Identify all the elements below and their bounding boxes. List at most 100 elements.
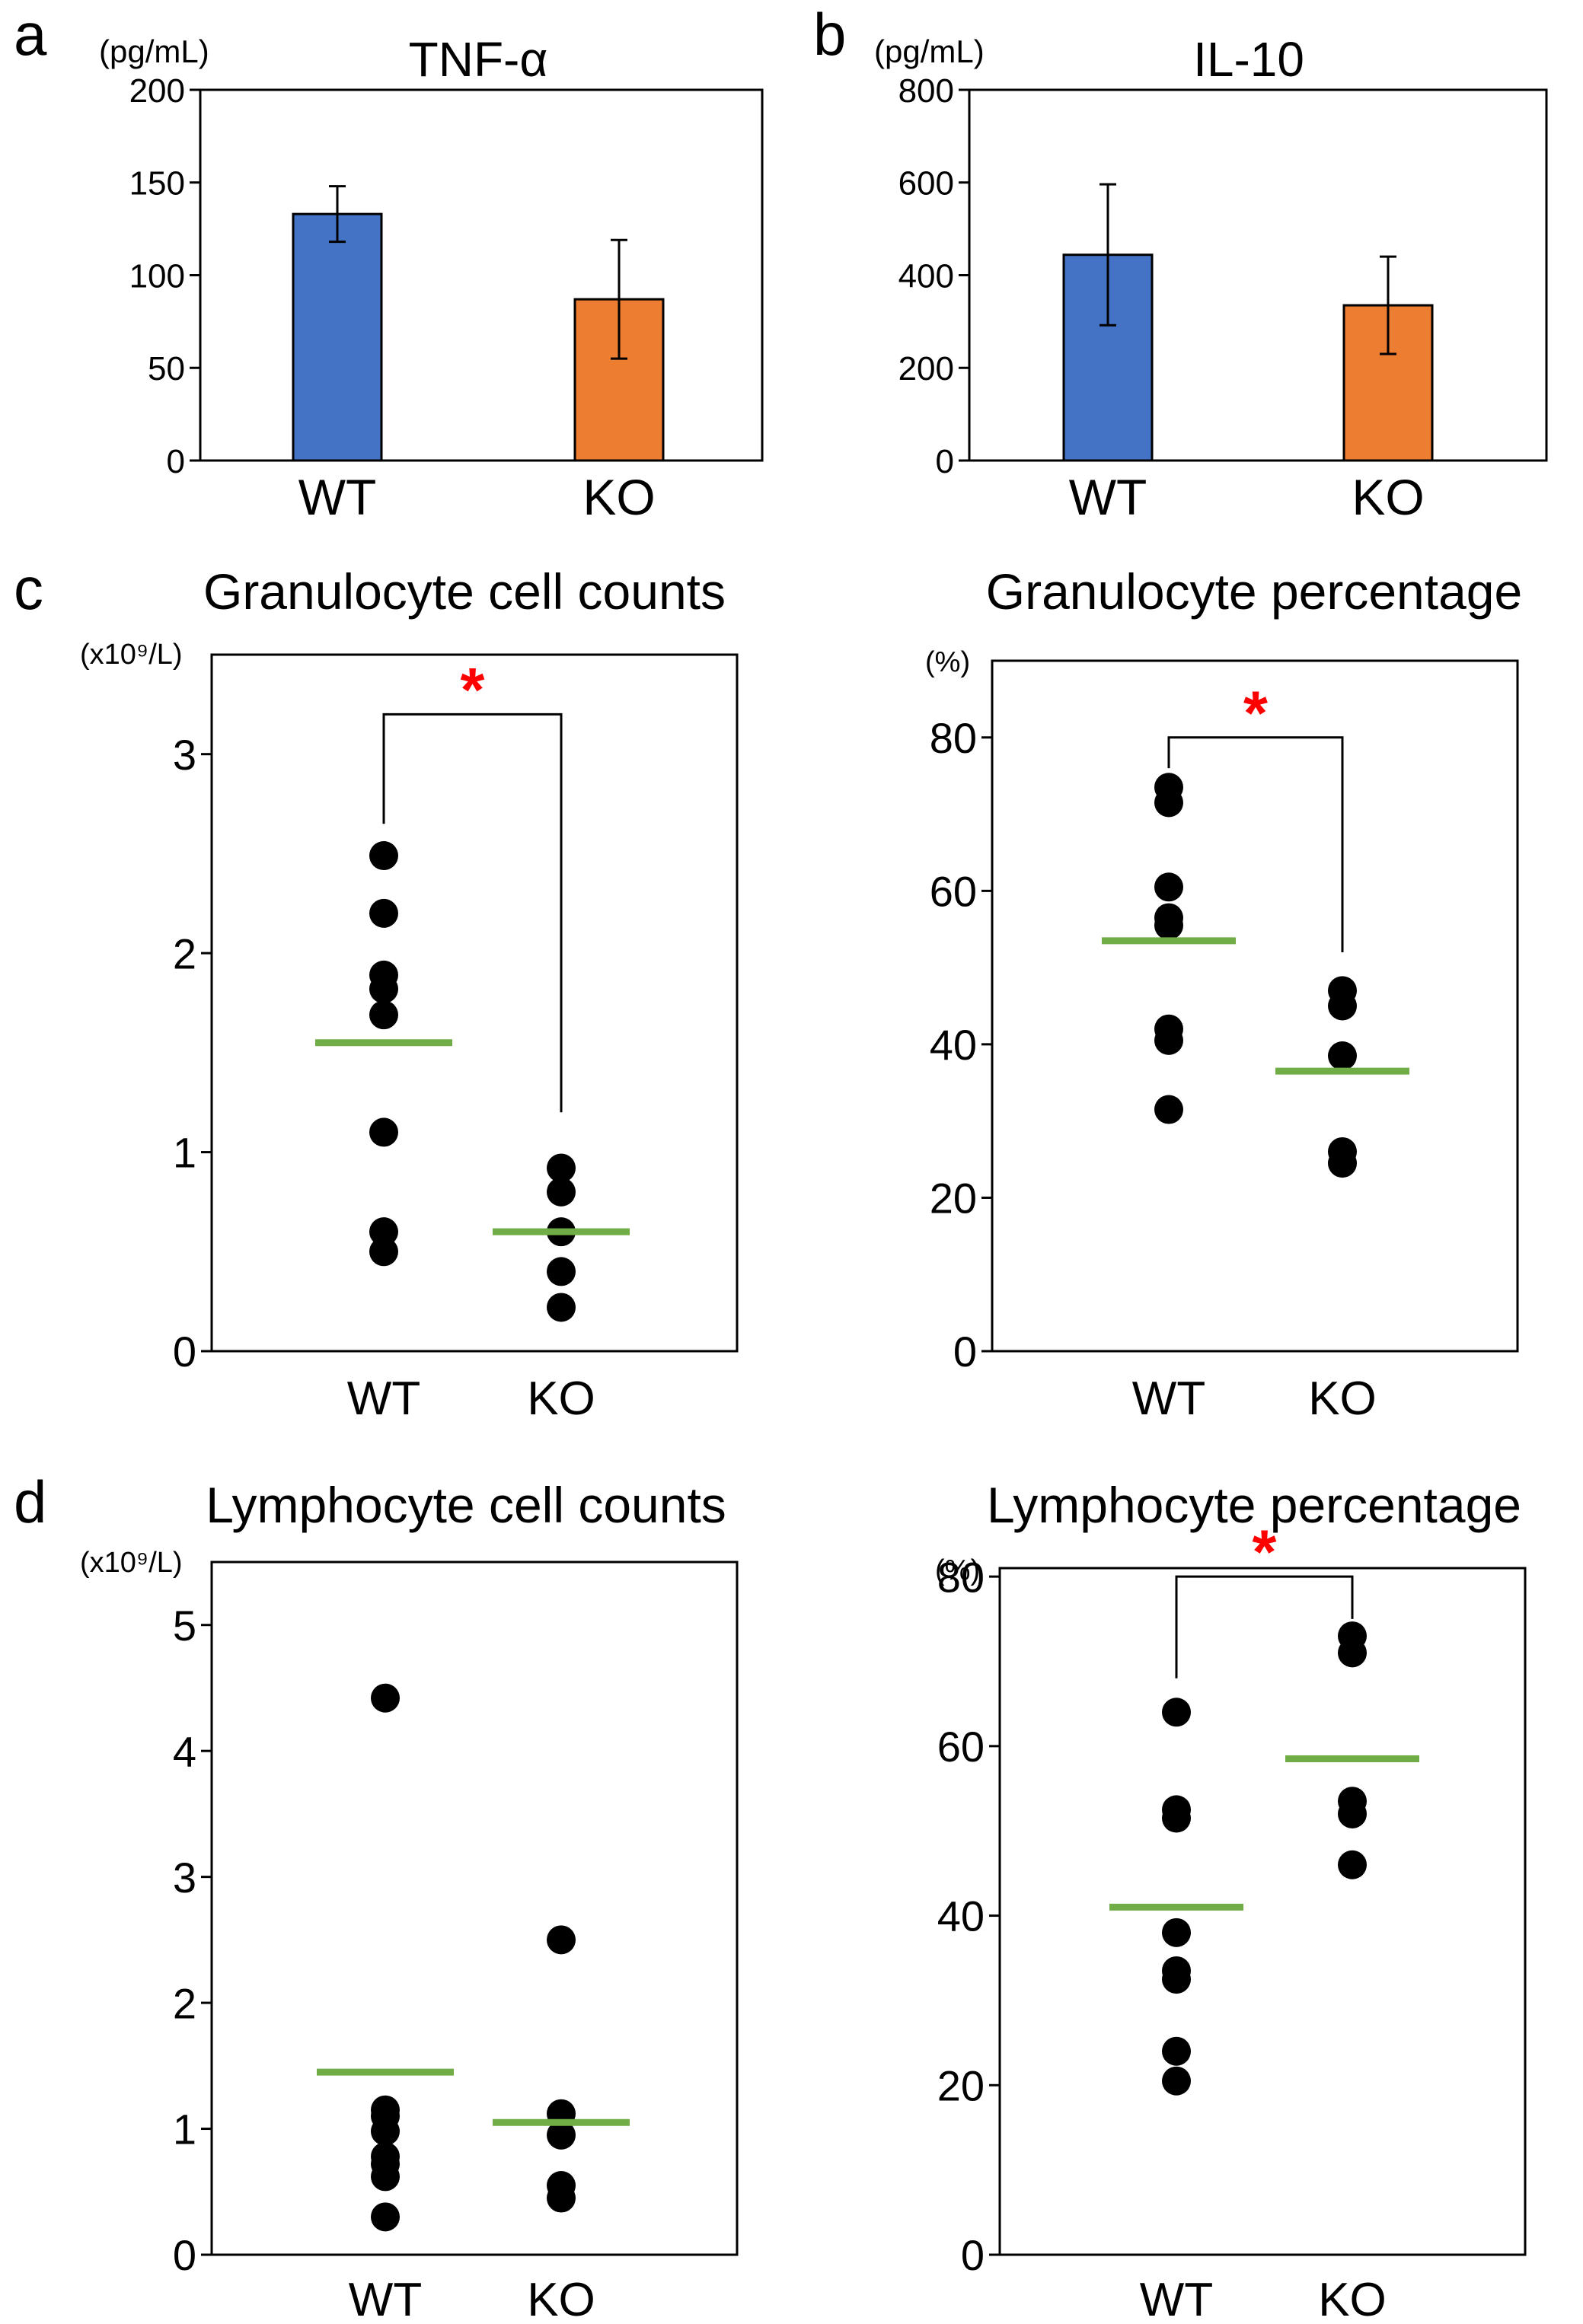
data-point-wt [1162, 1965, 1191, 1994]
data-point-ko [1328, 1041, 1357, 1071]
data-point-wt [369, 841, 398, 871]
data-point-wt [1162, 1918, 1191, 1947]
x-category-label-ko: KO [1352, 469, 1424, 525]
plot-frame [210, 653, 739, 1353]
panel-d-lymphocyte-percentage: Lymphocyte percentage (%) 0 20 40 60 80 WT KO * [935, 1477, 1527, 2324]
data-point-wt [369, 1117, 398, 1147]
plot-frame [991, 659, 1519, 1353]
y-tick-label: 0 [953, 1328, 977, 1376]
y-tick-label: 800 [898, 72, 954, 110]
data-point-ko [547, 1293, 576, 1322]
y-tick-label: 20 [937, 2061, 985, 2109]
panel-label-c: c [14, 555, 43, 622]
x-category-label-ko: KO [1318, 2274, 1387, 2324]
significance-bracket [382, 713, 563, 1113]
data-point-wt [369, 1217, 398, 1247]
data-point-wt [1162, 1698, 1191, 1727]
y-tick-label: 0 [173, 1328, 196, 1376]
chart-title: Lymphocyte cell counts [206, 1477, 726, 1533]
y-tick-label: 0 [167, 443, 185, 480]
chart-title: Lymphocyte percentage [987, 1477, 1521, 1533]
data-point-wt [369, 1237, 398, 1267]
x-category-label-ko: KO [582, 469, 655, 525]
y-tick-label: 50 [148, 350, 185, 387]
plot-frame [968, 88, 1548, 462]
panel-label-d: d [14, 1468, 46, 1535]
x-category-label-wt: WT [1069, 469, 1147, 525]
data-point-wt [1162, 2066, 1191, 2096]
y-tick-label: 60 [937, 1723, 985, 1771]
significance-star: * [1253, 1518, 1277, 1587]
plot-frame [210, 1560, 739, 2256]
y-tick-label: 5 [173, 1602, 196, 1650]
y-tick-label: 0 [173, 2231, 196, 2279]
y-unit-label: (pg/mL) [874, 33, 985, 69]
y-unit-label: (x10⁹/L) [80, 639, 183, 671]
panel-c-granulocyte-percentage: Granulocyte percentage (%) 0 20 40 60 80 WT KO… [925, 563, 1522, 1425]
y-tick-label: 200 [129, 72, 185, 110]
data-point-wt [371, 1683, 400, 1713]
y-tick-label: 400 [898, 257, 954, 295]
y-tick-label: 2 [173, 1979, 196, 2027]
y-tick-label: 80 [937, 1553, 985, 1601]
data-point-ko [1338, 1638, 1367, 1668]
significance-star: * [461, 655, 485, 725]
y-tick-label: 1 [173, 2106, 196, 2153]
y-tick-label: 100 [129, 257, 185, 295]
panel-a-tnf-alpha: TNF-α (pg/mL) 0 50 100 150 200 WT KO [99, 32, 764, 525]
data-point-wt [1162, 1803, 1191, 1833]
data-point-ko [547, 2183, 576, 2213]
plot-frame [199, 88, 764, 462]
data-point-wt [369, 974, 398, 1004]
y-tick-label: 4 [173, 1727, 196, 1775]
data-point-wt [371, 2202, 400, 2232]
panel-d-lymphocyte-counts: Lymphocyte cell counts (x10⁹/L) 0 1 2 3 4 5 WT… [80, 1477, 739, 2324]
y-unit-label: (%) [935, 1554, 980, 1586]
data-point-ko [1338, 1799, 1367, 1828]
data-point-ko [1338, 1850, 1367, 1879]
y-unit-label: (%) [925, 646, 970, 678]
y-tick-label: 40 [930, 1021, 977, 1069]
data-point-wt [1154, 872, 1183, 902]
y-tick-label: 3 [173, 1854, 196, 1902]
y-tick-label: 20 [930, 1175, 977, 1223]
data-point-wt [1154, 910, 1183, 940]
y-tick-label: 200 [898, 350, 954, 387]
data-point-wt [371, 2116, 400, 2146]
bar-wt [292, 212, 383, 462]
x-category-label-wt: WT [1132, 1372, 1205, 1425]
y-tick-label: 2 [173, 929, 196, 977]
data-point-wt [1162, 2036, 1191, 2066]
y-tick-label: 1 [173, 1129, 196, 1177]
x-category-label-ko: KO [1308, 1372, 1377, 1425]
data-point-wt [1154, 788, 1183, 818]
y-tick-label: 150 [129, 165, 185, 202]
x-category-label-wt: WT [1140, 2274, 1213, 2324]
x-category-label-wt: WT [349, 2274, 422, 2324]
data-point-wt [371, 2162, 400, 2192]
panel-b-il-10: IL-10 (pg/mL) 0 200 400 600 800 WT KO [874, 32, 1548, 525]
y-unit-label: (pg/mL) [99, 33, 209, 69]
y-tick-label: 60 [930, 867, 977, 915]
panel-c-granulocyte-counts: Granulocyte cell counts (x10⁹/L) 0 1 2 3 WT K… [80, 563, 739, 1425]
data-point-wt [369, 898, 398, 928]
data-point-ko [547, 1257, 576, 1286]
y-tick-label: 600 [898, 165, 954, 202]
chart-title: IL-10 [1193, 32, 1304, 87]
chart-title: Granulocyte percentage [986, 563, 1522, 620]
y-tick-label: 0 [961, 2231, 985, 2279]
panel-label-b: b [813, 1, 846, 68]
data-point-ko [547, 1153, 576, 1183]
y-tick-label: 3 [173, 731, 196, 779]
x-category-label-wt: WT [298, 469, 377, 525]
y-tick-label: 0 [936, 443, 954, 480]
significance-bracket [1167, 736, 1344, 952]
significance-star: * [1243, 679, 1268, 748]
x-category-label-wt: WT [347, 1372, 420, 1425]
chart-title: Granulocyte cell counts [203, 563, 726, 620]
data-point-ko [547, 1925, 576, 1955]
chart-title: TNF-α [409, 32, 548, 87]
y-unit-label: (x10⁹/L) [80, 1547, 183, 1579]
data-point-wt [369, 1000, 398, 1030]
